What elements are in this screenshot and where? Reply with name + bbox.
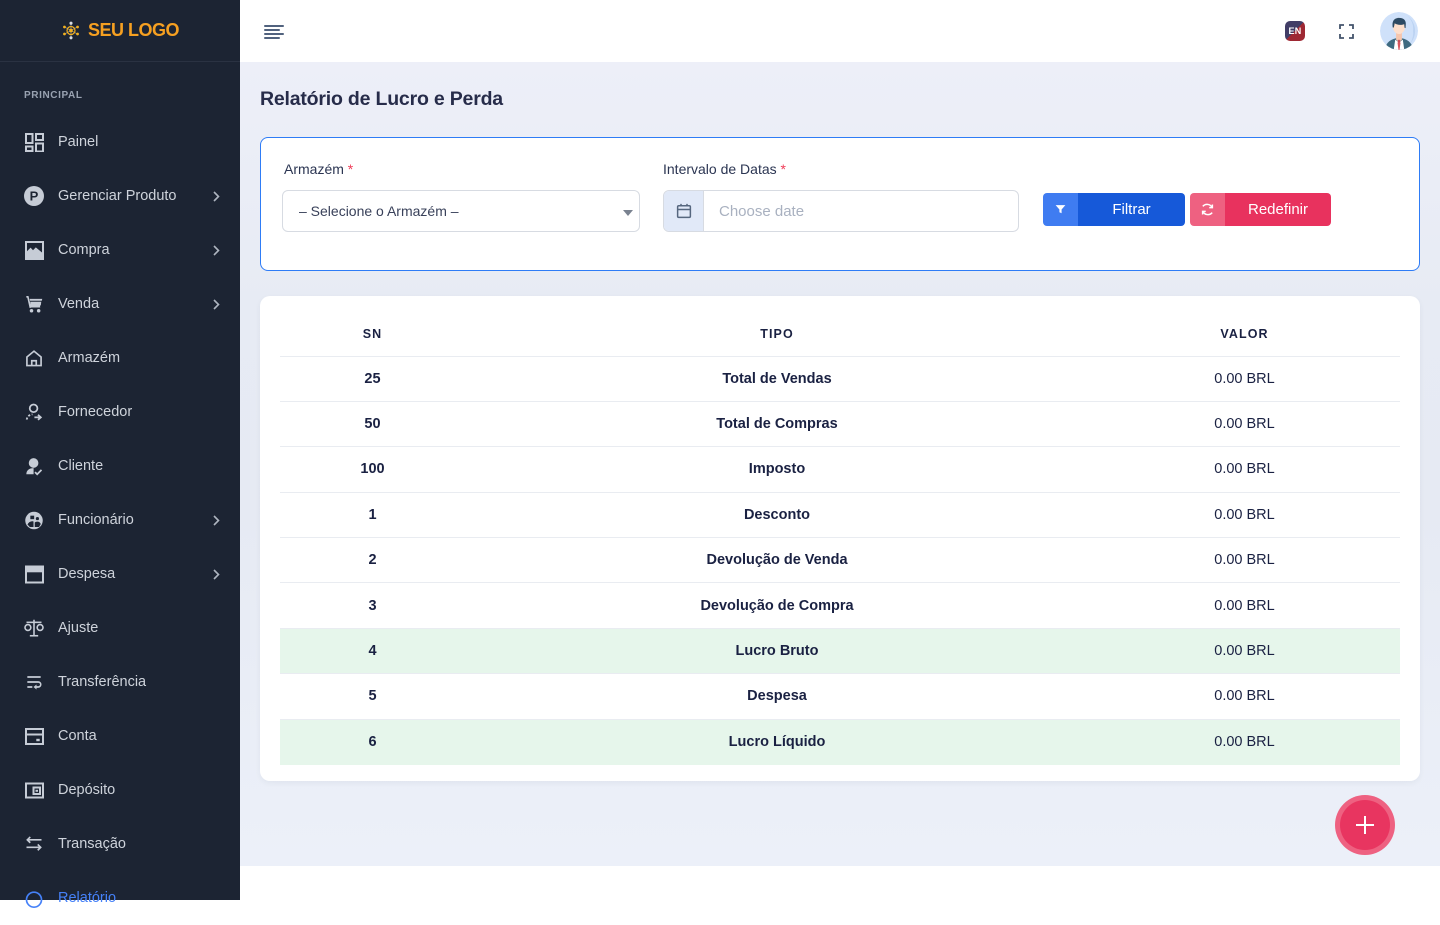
svg-text:P: P (30, 189, 39, 204)
